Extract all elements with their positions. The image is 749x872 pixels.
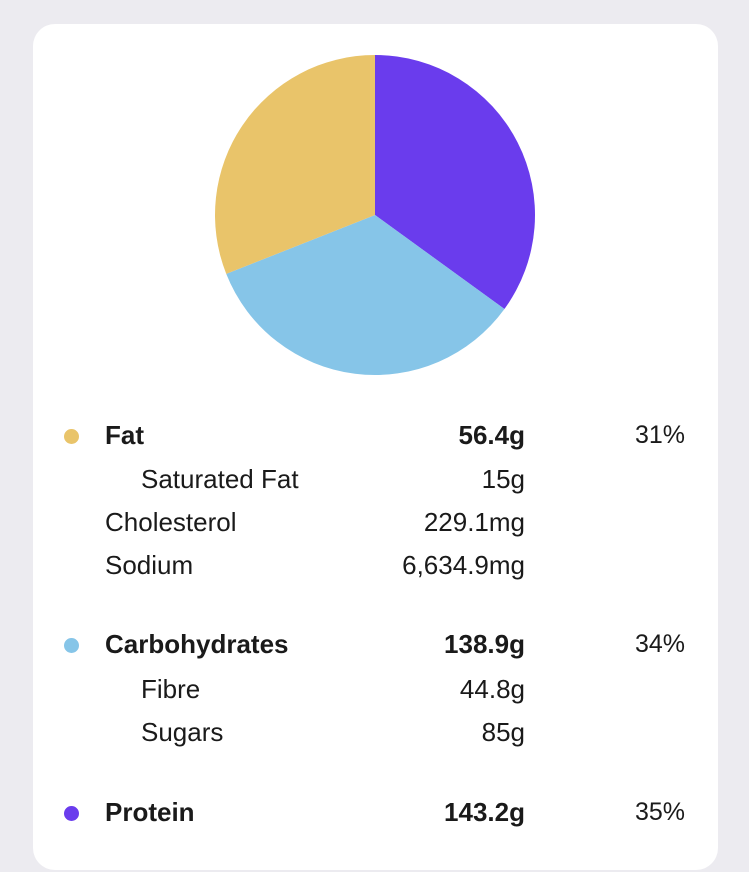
sugars-amount: 85g bbox=[481, 717, 525, 747]
fibre-amount: 44.8g bbox=[459, 674, 525, 704]
cholesterol-amount: 229.1mg bbox=[423, 507, 525, 537]
macro-pie-chart bbox=[214, 55, 535, 376]
protein-percent: 35% bbox=[634, 798, 685, 826]
carbohydrates-percent: 34% bbox=[634, 630, 685, 658]
fibre-row: Fibre 44.8g bbox=[33, 669, 718, 709]
cholesterol-label: Cholesterol bbox=[105, 507, 237, 537]
pie-slice-protein bbox=[375, 55, 535, 310]
sugars-row: Sugars 85g bbox=[33, 712, 718, 752]
sodium-label: Sodium bbox=[105, 550, 194, 580]
carbohydrates-label: Carbohydrates bbox=[105, 629, 289, 659]
cholesterol-row: Cholesterol 229.1mg bbox=[33, 502, 718, 542]
pie-slice-carbohydrates bbox=[226, 215, 505, 376]
fat-label: Fat bbox=[105, 420, 144, 450]
protein-row: Protein 143.2g 35% bbox=[33, 792, 718, 832]
sugars-label: Sugars bbox=[141, 717, 224, 747]
fibre-label: Fibre bbox=[141, 674, 201, 704]
nutrition-card: Fat 56.4g 31% Saturated Fat 15g Choleste… bbox=[33, 24, 718, 870]
carbohydrates-amount: 138.9g bbox=[444, 629, 525, 659]
protein-color-dot bbox=[64, 806, 79, 821]
protein-amount: 143.2g bbox=[444, 797, 525, 827]
protein-label: Protein bbox=[105, 797, 195, 827]
fat-row: Fat 56.4g 31% bbox=[33, 415, 718, 455]
carbohydrates-color-dot bbox=[64, 638, 79, 653]
fat-color-dot bbox=[64, 429, 79, 444]
carbohydrates-row: Carbohydrates 138.9g 34% bbox=[33, 624, 718, 664]
sodium-row: Sodium 6,634.9mg bbox=[33, 545, 718, 585]
saturated-fat-label: Saturated Fat bbox=[141, 464, 299, 494]
fat-percent: 31% bbox=[634, 421, 685, 449]
pie-slice-fat bbox=[214, 55, 375, 274]
saturated-fat-amount: 15g bbox=[481, 464, 525, 494]
fat-amount: 56.4g bbox=[458, 420, 526, 450]
saturated-fat-row: Saturated Fat 15g bbox=[33, 459, 718, 499]
sodium-amount: 6,634.9mg bbox=[402, 550, 525, 580]
